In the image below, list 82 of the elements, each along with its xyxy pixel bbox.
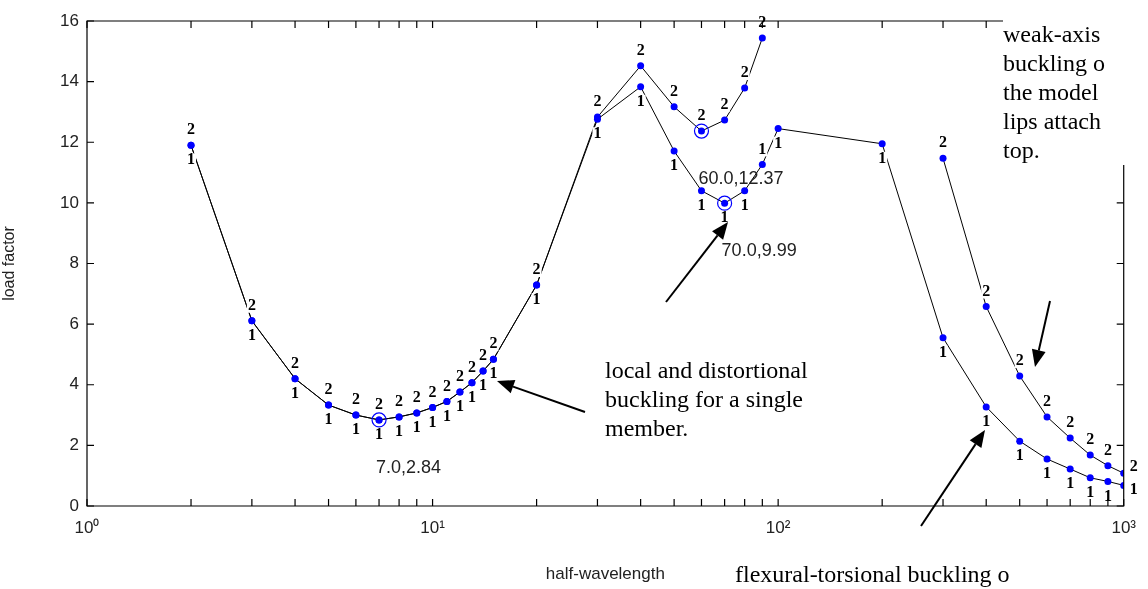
- text: 1: [636, 91, 645, 109]
- y-tick-label: 8: [69, 253, 79, 273]
- text: 2: [442, 376, 451, 394]
- text: 1: [395, 422, 404, 440]
- annotation: 70.0,9.99: [721, 240, 797, 261]
- text: 2: [697, 106, 706, 124]
- text: 2: [1103, 440, 1112, 458]
- text: 2: [412, 388, 421, 406]
- text: 1: [1086, 482, 1095, 500]
- text: 2: [1043, 392, 1052, 410]
- text: 1: [593, 124, 602, 142]
- text: 1: [939, 342, 948, 360]
- text: 1: [740, 195, 749, 213]
- text: 2: [1015, 351, 1024, 369]
- text: 1: [758, 139, 767, 157]
- text: 2: [1086, 430, 1095, 448]
- text: 2: [428, 382, 437, 400]
- x-tick-label: 10²: [765, 517, 791, 537]
- text: 1: [351, 420, 360, 438]
- text: 2: [395, 392, 404, 410]
- text: 1: [1043, 464, 1052, 482]
- x-tick-label: 10³: [1111, 517, 1137, 537]
- text: 1: [697, 195, 706, 213]
- text: 1: [467, 387, 476, 405]
- text: 2: [1129, 457, 1138, 475]
- text: 2: [247, 295, 256, 313]
- y-tick-label: 10: [60, 192, 79, 212]
- text: 2: [375, 395, 384, 413]
- text: 1: [412, 418, 421, 436]
- legend-label: 2: [758, 13, 767, 31]
- text: 1: [1129, 479, 1138, 497]
- y-tick-label: 2: [69, 435, 79, 455]
- text: 2: [351, 390, 360, 408]
- text: 2: [670, 81, 679, 99]
- text: 2: [455, 367, 464, 385]
- text: 2: [291, 353, 300, 371]
- y-tick-label: 0: [69, 495, 79, 515]
- text: 1: [774, 133, 783, 151]
- text: 1: [1015, 446, 1024, 464]
- text: 1: [291, 383, 300, 401]
- text: 1: [324, 410, 333, 428]
- text: 1: [187, 150, 196, 168]
- text: 1: [720, 208, 729, 226]
- text: 1: [532, 290, 541, 308]
- text: 1: [375, 425, 384, 443]
- annotation: weak-axis buckling o the model lips attach top.: [1003, 20, 1145, 165]
- text: 1: [670, 156, 679, 174]
- text: 1: [878, 148, 887, 166]
- text: 2: [740, 63, 749, 81]
- text: 1: [1103, 486, 1112, 504]
- text: 2: [489, 334, 498, 352]
- text: 2: [324, 380, 333, 398]
- text: 2: [467, 357, 476, 375]
- text: 2: [532, 260, 541, 278]
- text: 1: [428, 412, 437, 430]
- text: 2: [593, 92, 602, 110]
- text: 2: [720, 95, 729, 113]
- text: 2: [479, 346, 488, 364]
- y-tick-label: 12: [60, 131, 79, 151]
- annotation: local and distortional buckling for a single member.: [605, 356, 808, 443]
- text: 1: [1066, 474, 1075, 492]
- y-tick-label: 16: [60, 10, 79, 30]
- text: flexural-torsional buckling o: [735, 560, 1010, 589]
- x-tick-label: 10¹: [420, 517, 446, 537]
- text: 1: [455, 397, 464, 415]
- text: 2: [636, 41, 645, 58]
- text: 2: [939, 133, 948, 151]
- text: 2: [187, 120, 196, 138]
- text: 2: [982, 281, 991, 299]
- text: 1: [479, 376, 488, 394]
- text: 2: [1066, 413, 1075, 431]
- series-label: 1: [247, 325, 256, 343]
- text: 1: [982, 412, 991, 430]
- x-tick-label: 10⁰: [74, 517, 100, 537]
- y-tick-label: 14: [60, 71, 79, 91]
- x-axis-title: half-wavelength: [545, 564, 665, 584]
- y-tick-label: 4: [69, 374, 79, 394]
- text: 1: [442, 406, 451, 424]
- y-tick-label: 6: [69, 313, 79, 333]
- y-axis-title: load factor: [0, 225, 18, 301]
- text: 1: [489, 364, 498, 382]
- annotation: 7.0,2.84: [376, 456, 442, 477]
